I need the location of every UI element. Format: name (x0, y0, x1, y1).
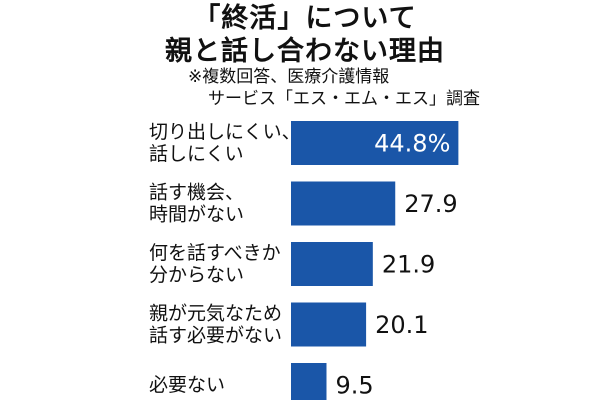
category-label-0-1: 話しにくい (149, 143, 244, 165)
value-label-2: 21.9 (382, 251, 435, 279)
bar-1 (291, 181, 396, 226)
value-label-0: 44.8% (374, 130, 450, 158)
chart-title: 「終活」について 親と話し合わない理由 (0, 2, 610, 68)
category-label-2-1: 分からない (149, 264, 244, 286)
survey-note-line-1: ※複数回答、医療介護情報 (188, 67, 390, 87)
bar-2 (291, 242, 373, 286)
category-label-0-0: 切り出しにくい、 (149, 121, 301, 143)
survey-note-line-2: サービス「エス・エム・エス」調査 (208, 89, 480, 109)
chart-title-line-2: 親と話し合わない理由 (165, 36, 445, 67)
value-label-1: 27.9 (404, 190, 457, 218)
value-label-3: 20.1 (375, 311, 428, 339)
survey-note: ※複数回答、医療介護情報 サービス「エス・エム・エス」調査 (188, 66, 598, 110)
chart-title-line-1: 「終活」について (193, 3, 417, 34)
category-label-4-0: 必要ない (149, 374, 225, 396)
category-label-1-0: 話す機会、 (149, 182, 244, 204)
bar-0 (291, 121, 459, 165)
category-label-2-0: 何を話すべきか (149, 242, 281, 264)
category-label-3-1: 話す必要がない (149, 325, 282, 347)
category-label-1-1: 時間がない (149, 204, 244, 226)
category-label-3-0: 親が元気なため (149, 303, 282, 325)
bar-3 (291, 302, 367, 347)
value-label-4: 9.5 (335, 372, 373, 400)
bar-4 (291, 363, 327, 400)
